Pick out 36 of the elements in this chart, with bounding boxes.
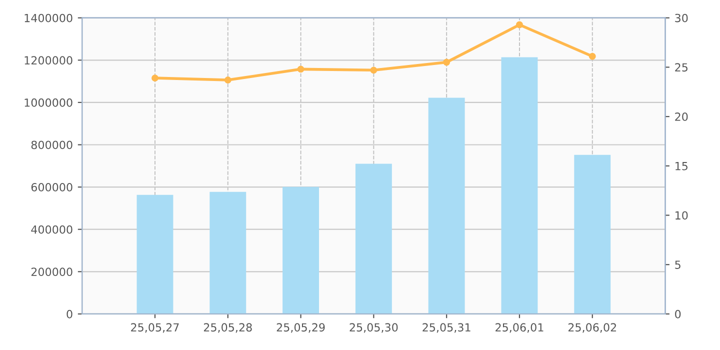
y2-tick-label: 30 (675, 14, 688, 22)
point (516, 21, 523, 28)
x-tick-label: 25,05,28 (204, 323, 252, 333)
y-tick-label: 1200000 (24, 56, 72, 65)
x-tick-label: 25,05,29 (276, 323, 325, 333)
bar (501, 57, 538, 314)
y2-tick-label: 15 (676, 162, 688, 170)
y2-tick-label: 5 (675, 260, 680, 269)
y-tick-label: 1000000 (24, 98, 72, 107)
x-tick-label: 25,05,27 (131, 323, 179, 333)
point (297, 66, 304, 73)
x-tick-label: 25,05,31 (422, 323, 470, 333)
y-tick-label: 0 (66, 310, 72, 318)
bar (574, 154, 611, 314)
y-tick-label: 400000 (31, 225, 72, 234)
bar (428, 98, 465, 314)
point (588, 52, 596, 60)
x-tick-label: 25,05,30 (350, 323, 398, 333)
point (224, 76, 232, 84)
y-tick-label: 1400000 (24, 14, 72, 22)
bar (355, 164, 392, 314)
y2-tick-label: 0 (675, 310, 681, 318)
bar (282, 186, 320, 314)
y-tick-label: 600000 (31, 183, 72, 192)
y-tick-label: 200000 (31, 268, 72, 276)
x-tick-label: 25,06,02 (568, 323, 616, 333)
point (443, 58, 450, 66)
y2-tick-label: 20 (675, 112, 688, 121)
y-tick-label: 800000 (31, 140, 72, 150)
y2-tick-label: 10 (676, 211, 688, 220)
point (152, 74, 158, 82)
y2-tick-label: 25 (675, 63, 688, 72)
x-tick-label: 25,06,01 (496, 323, 544, 333)
bar (136, 194, 174, 314)
bar (210, 192, 246, 314)
point (370, 66, 378, 74)
